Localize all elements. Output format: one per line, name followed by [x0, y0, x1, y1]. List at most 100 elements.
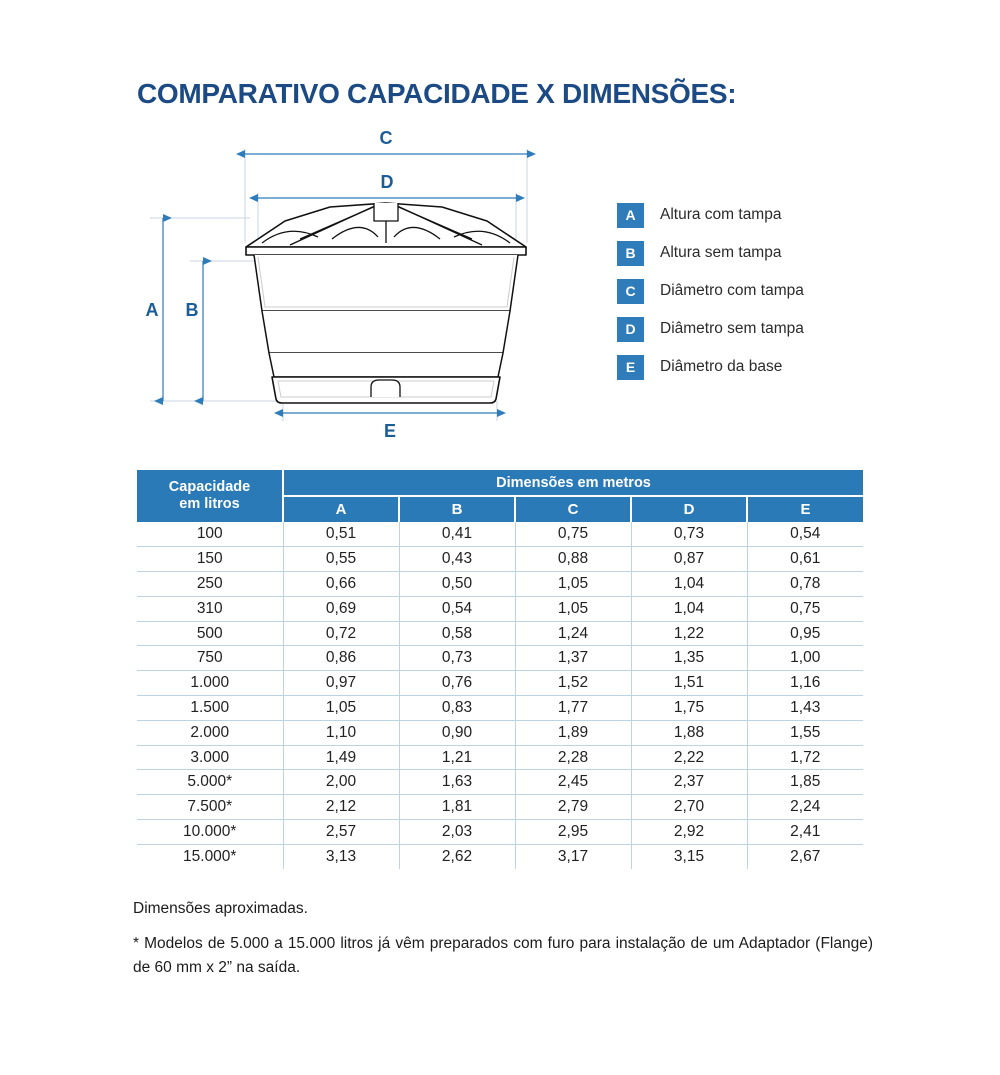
dimension-label-a: A — [146, 300, 159, 320]
water-tank-illustration — [245, 202, 527, 404]
cell-capacity: 750 — [137, 645, 284, 672]
legend-item-e: E Diâmetro da base — [617, 348, 897, 386]
tank-lid-panels — [261, 226, 511, 244]
cell-a: 2,00 — [283, 769, 400, 796]
cell-b: 0,73 — [399, 645, 516, 672]
cell-c: 1,05 — [515, 571, 632, 597]
tank-base-inner-line — [277, 380, 495, 398]
tank-lid-center-boss — [373, 203, 399, 222]
cell-d: 1,04 — [631, 571, 748, 597]
cell-capacity: 15.000* — [137, 844, 284, 870]
cell-d: 2,37 — [631, 769, 748, 796]
cell-capacity: 1.000 — [137, 670, 284, 697]
table-row: 310 0,69 0,54 1,05 1,04 0,75 — [137, 596, 864, 622]
dimensions-table: Capacidade em litros Dimensões em metros… — [137, 470, 864, 870]
cell-e: 0,75 — [747, 596, 864, 622]
cell-c: 1,05 — [515, 596, 632, 622]
cell-capacity: 310 — [137, 596, 284, 622]
table-row: 5.000* 2,00 1,63 2,45 2,37 1,85 — [137, 769, 864, 796]
cell-a: 0,66 — [283, 571, 400, 597]
cell-d: 1,04 — [631, 596, 748, 622]
cell-a: 1,10 — [283, 720, 400, 746]
header-dimensions-group: Dimensões em metros — [283, 470, 864, 497]
tank-diagram-svg: C D A B E — [146, 128, 536, 441]
cell-b: 1,63 — [399, 769, 516, 796]
cell-e: 0,54 — [747, 522, 864, 548]
legend-item-a: A Altura com tampa — [617, 196, 897, 234]
cell-d: 1,51 — [631, 670, 748, 697]
tank-lower-shoulder — [268, 352, 504, 378]
legend-label-c: Diâmetro com tampa — [660, 282, 804, 299]
cell-d: 0,73 — [631, 522, 748, 548]
header-capacity-line1: Capacidade — [168, 479, 251, 496]
legend-item-b: B Altura sem tampa — [617, 234, 897, 272]
dimension-label-d: D — [381, 172, 394, 192]
dimension-line-c: C — [236, 128, 536, 158]
cell-b: 0,43 — [399, 546, 516, 573]
header-capacity-line2: em litros — [179, 496, 240, 512]
cell-capacity: 250 — [137, 571, 284, 597]
table-row: 150 0,55 0,43 0,88 0,87 0,61 — [137, 546, 864, 573]
cell-c: 1,24 — [515, 621, 632, 647]
cell-capacity: 100 — [137, 522, 284, 548]
cell-b: 0,50 — [399, 571, 516, 597]
cell-c: 2,28 — [515, 745, 632, 771]
legend-label-b: Altura sem tampa — [660, 244, 782, 261]
legend-label-e: Diâmetro da base — [660, 358, 783, 375]
header-col-c: C — [515, 496, 632, 522]
legend-item-d: D Diâmetro sem tampa — [617, 310, 897, 348]
dimension-line-e: E — [274, 409, 506, 441]
cell-a: 0,72 — [283, 621, 400, 647]
cell-a: 0,51 — [283, 522, 400, 548]
legend-badge-e-icon: E — [617, 354, 644, 380]
dimension-legend: A Altura com tampa B Altura sem tampa C … — [617, 196, 897, 386]
cell-capacity: 10.000* — [137, 819, 284, 845]
tank-dimension-diagram: C D A B E — [0, 125, 600, 455]
cell-a: 2,57 — [283, 819, 400, 845]
cell-capacity: 2.000 — [137, 720, 284, 746]
header-col-a: A — [283, 496, 400, 522]
table-row: 500 0,72 0,58 1,24 1,22 0,95 — [137, 621, 864, 647]
cell-a: 0,69 — [283, 596, 400, 622]
cell-c: 2,95 — [515, 819, 632, 845]
cell-e: 2,67 — [747, 844, 864, 870]
cell-c: 0,75 — [515, 522, 632, 548]
table-row: 750 0,86 0,73 1,37 1,35 1,00 — [137, 645, 864, 672]
cell-capacity: 5.000* — [137, 769, 284, 796]
cell-b: 0,76 — [399, 670, 516, 697]
cell-capacity: 500 — [137, 621, 284, 647]
tank-upper-body-highlight — [257, 256, 515, 308]
cell-d: 3,15 — [631, 844, 748, 870]
cell-a: 3,13 — [283, 844, 400, 870]
cell-b: 0,83 — [399, 695, 516, 721]
cell-d: 1,75 — [631, 695, 748, 721]
tank-upper-body — [253, 254, 519, 312]
cell-b: 0,58 — [399, 621, 516, 647]
cell-c: 1,89 — [515, 720, 632, 746]
table-row: 1.500 1,05 0,83 1,77 1,75 1,43 — [137, 695, 864, 721]
dimension-label-b: B — [186, 300, 199, 320]
cell-e: 1,85 — [747, 769, 864, 796]
cell-e: 0,61 — [747, 546, 864, 573]
cell-d: 0,87 — [631, 546, 748, 573]
cell-c: 1,77 — [515, 695, 632, 721]
legend-badge-c-icon: C — [617, 278, 644, 304]
cell-c: 2,79 — [515, 794, 632, 821]
cell-a: 2,12 — [283, 794, 400, 821]
table-row: 3.000 1,49 1,21 2,28 2,22 1,72 — [137, 745, 864, 771]
legend-label-d: Diâmetro sem tampa — [660, 320, 804, 337]
cell-a: 0,97 — [283, 670, 400, 697]
cell-e: 2,41 — [747, 819, 864, 845]
footnotes: Dimensões aproximadas. * Modelos de 5.00… — [133, 900, 873, 980]
table-row: 10.000* 2,57 2,03 2,95 2,92 2,41 — [137, 819, 864, 845]
cell-c: 0,88 — [515, 546, 632, 573]
cell-c: 2,45 — [515, 769, 632, 796]
cell-a: 0,86 — [283, 645, 400, 672]
cell-a: 1,05 — [283, 695, 400, 721]
footnote-approx: Dimensões aproximadas. — [133, 900, 308, 917]
dimension-line-d: D — [249, 172, 525, 202]
tank-mid-band — [261, 310, 511, 354]
header-col-e: E — [747, 496, 864, 522]
cell-d: 2,92 — [631, 819, 748, 845]
table-header: Capacidade em litros Dimensões em metros… — [137, 470, 864, 522]
